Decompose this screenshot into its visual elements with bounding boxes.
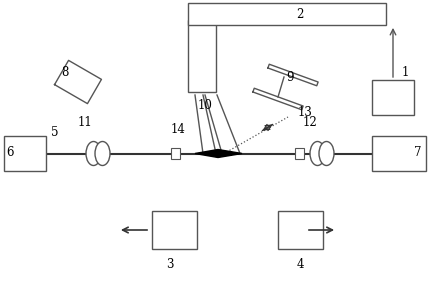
Polygon shape <box>195 150 218 158</box>
Text: 3: 3 <box>166 259 174 272</box>
Bar <box>205 151 232 156</box>
Ellipse shape <box>319 141 334 166</box>
Bar <box>152 211 197 249</box>
Bar <box>278 211 323 249</box>
Text: 10: 10 <box>197 98 212 112</box>
Bar <box>372 136 426 171</box>
Text: 13: 13 <box>298 106 312 119</box>
Text: 9: 9 <box>286 71 294 84</box>
Text: 14: 14 <box>171 123 185 135</box>
Bar <box>171 148 180 159</box>
Text: 7: 7 <box>414 146 422 158</box>
Text: 8: 8 <box>61 65 69 79</box>
Bar <box>4 136 46 171</box>
Text: 4: 4 <box>296 259 304 272</box>
Bar <box>295 148 304 159</box>
Text: 6: 6 <box>6 146 14 158</box>
Polygon shape <box>218 150 242 158</box>
Bar <box>188 20 216 92</box>
Text: 12: 12 <box>302 115 317 129</box>
Bar <box>188 3 386 25</box>
Text: 2: 2 <box>296 9 304 22</box>
Bar <box>372 80 414 115</box>
Text: 1: 1 <box>401 65 409 79</box>
Text: 5: 5 <box>51 125 59 139</box>
Ellipse shape <box>310 141 325 166</box>
Ellipse shape <box>95 141 110 166</box>
Text: 11: 11 <box>78 115 92 129</box>
Ellipse shape <box>86 141 101 166</box>
